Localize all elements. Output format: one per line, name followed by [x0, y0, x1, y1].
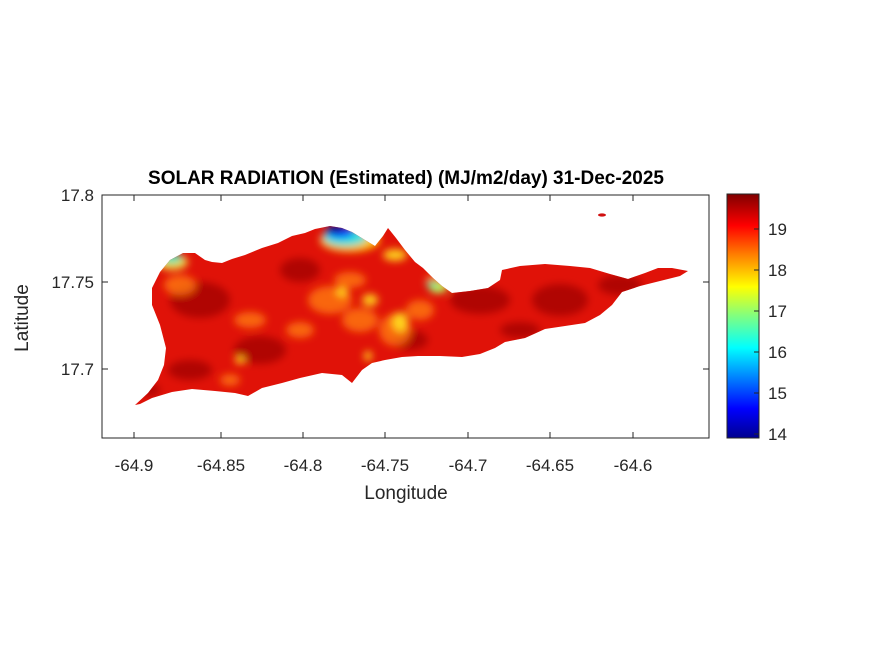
y-tick-label: 17.8: [61, 186, 94, 205]
heat-cell: [362, 294, 378, 306]
colorbar-tick-label: 14: [768, 425, 787, 444]
x-axis: -64.9 -64.85 -64.8 -64.75 -64.7 -64.65 -64.6: [115, 195, 653, 475]
colorbar-tick-label: 17: [768, 302, 787, 321]
heat-cell: [406, 300, 434, 320]
y-axis: 17.8 17.75 17.7: [51, 186, 709, 379]
colorbar: 19 18 17 16 15 14: [726, 193, 787, 444]
colorbar-ticks: 19 18 17 16 15 14: [754, 220, 787, 444]
heat-cell: [164, 275, 196, 295]
heat-cell: [280, 258, 320, 282]
heat-cell: [383, 249, 407, 261]
heat-cell: [392, 312, 408, 332]
heat-cell: [234, 312, 266, 328]
x-tick-label: -64.6: [614, 456, 653, 475]
heat-cell: [532, 284, 588, 316]
heat-cell: [450, 286, 510, 314]
heat-cell: [364, 351, 372, 361]
x-tick-label: -64.85: [197, 456, 245, 475]
colorbar-tick-label: 15: [768, 384, 787, 403]
heat-cell: [286, 322, 314, 338]
x-tick-label: -64.75: [361, 456, 409, 475]
x-tick-label: -64.8: [284, 456, 323, 475]
y-tick-label: 17.75: [51, 273, 94, 292]
heat-cell: [220, 374, 240, 386]
heat-cell: [500, 322, 540, 338]
colorbar-gradient: [726, 193, 760, 439]
y-tick-label: 17.7: [61, 360, 94, 379]
heat-cell: [334, 272, 366, 288]
map-title: SOLAR RADIATION (Estimated) (MJ/m2/day) …: [148, 168, 664, 189]
x-axis-label: Longitude: [364, 483, 447, 504]
heat-cell: [168, 360, 212, 380]
heat-cell: [426, 281, 438, 287]
x-tick-label: -64.7: [449, 456, 488, 475]
heat-cell: [234, 336, 286, 364]
colorbar-tick-label: 18: [768, 261, 787, 280]
islet: [598, 213, 606, 217]
colorbar-tick-label: 16: [768, 343, 787, 362]
x-tick-label: -64.9: [115, 456, 154, 475]
heat-cell: [336, 287, 348, 297]
x-tick-label: -64.65: [526, 456, 574, 475]
colorbar-tick-label: 19: [768, 220, 787, 239]
y-axis-label: Latitude: [12, 284, 33, 352]
heat-cell: [342, 308, 378, 332]
heat-cell: [235, 356, 245, 364]
